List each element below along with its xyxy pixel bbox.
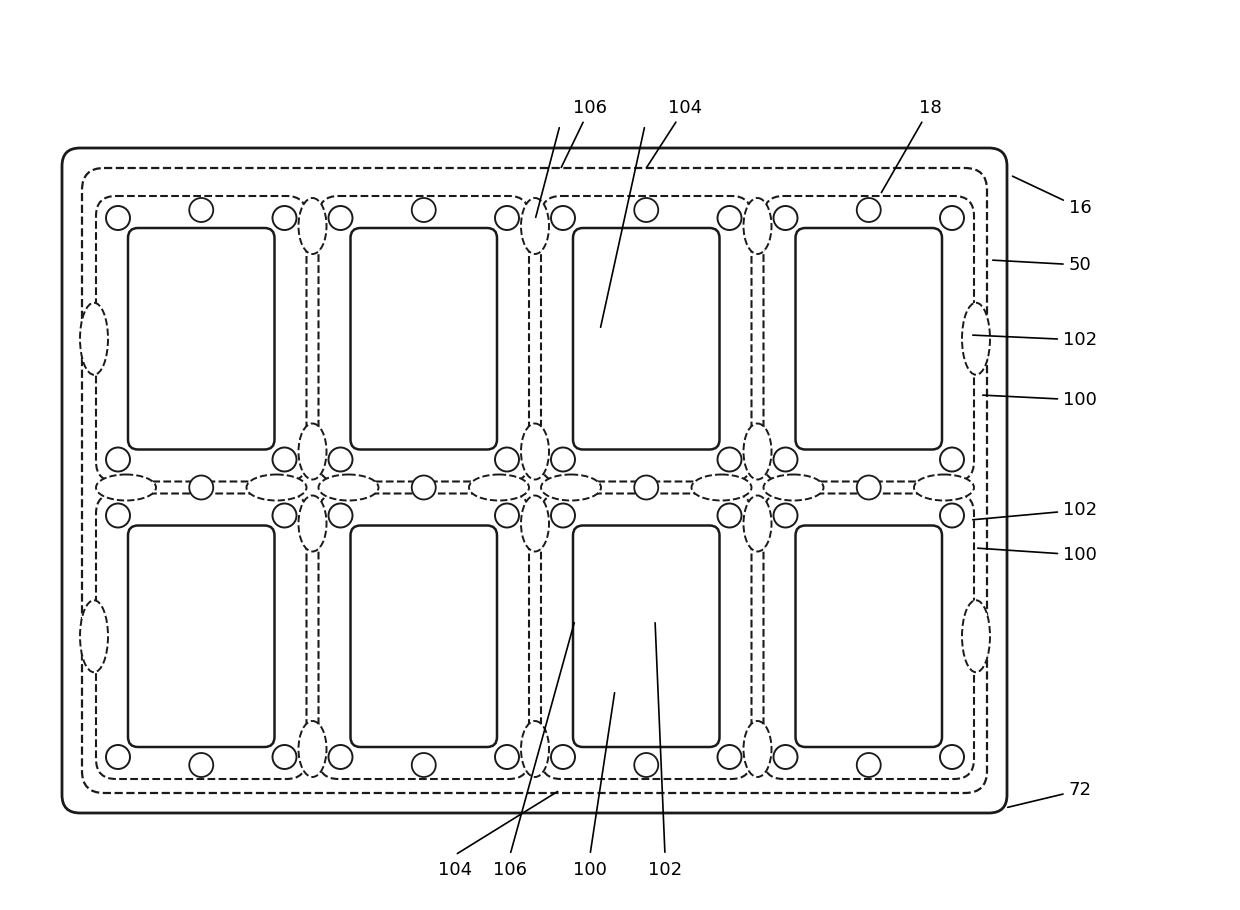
Circle shape — [857, 753, 880, 777]
Ellipse shape — [247, 474, 306, 501]
Circle shape — [273, 745, 296, 769]
Ellipse shape — [521, 721, 549, 777]
Circle shape — [273, 503, 296, 528]
Circle shape — [412, 476, 435, 500]
Ellipse shape — [81, 303, 108, 375]
Ellipse shape — [469, 474, 529, 501]
Ellipse shape — [692, 474, 751, 501]
FancyBboxPatch shape — [62, 148, 1007, 813]
Ellipse shape — [744, 423, 771, 480]
Circle shape — [718, 448, 742, 471]
Circle shape — [273, 206, 296, 230]
Circle shape — [774, 448, 797, 471]
Circle shape — [495, 745, 520, 769]
Circle shape — [105, 745, 130, 769]
Text: 100: 100 — [983, 391, 1097, 409]
Circle shape — [551, 206, 575, 230]
Circle shape — [190, 753, 213, 777]
Circle shape — [857, 476, 880, 500]
Ellipse shape — [299, 721, 326, 777]
Circle shape — [718, 745, 742, 769]
Text: 50: 50 — [993, 256, 1091, 274]
Circle shape — [412, 753, 435, 777]
Circle shape — [551, 745, 575, 769]
Circle shape — [551, 448, 575, 471]
Text: 102: 102 — [649, 861, 682, 879]
Circle shape — [634, 753, 658, 777]
Ellipse shape — [521, 423, 549, 480]
Circle shape — [634, 198, 658, 222]
Ellipse shape — [95, 474, 156, 501]
Circle shape — [329, 448, 352, 471]
Circle shape — [495, 503, 520, 528]
Ellipse shape — [962, 601, 990, 672]
Text: 104: 104 — [438, 861, 472, 879]
Circle shape — [940, 448, 963, 471]
Circle shape — [774, 745, 797, 769]
Ellipse shape — [914, 474, 973, 501]
Circle shape — [718, 206, 742, 230]
Circle shape — [940, 503, 963, 528]
Circle shape — [190, 476, 213, 500]
Ellipse shape — [319, 474, 378, 501]
Circle shape — [551, 503, 575, 528]
Circle shape — [857, 198, 880, 222]
Ellipse shape — [744, 496, 771, 551]
Text: 16: 16 — [1013, 177, 1091, 217]
Circle shape — [190, 198, 213, 222]
Ellipse shape — [81, 601, 108, 672]
Circle shape — [940, 745, 963, 769]
Circle shape — [105, 206, 130, 230]
Text: 102: 102 — [972, 331, 1097, 349]
Circle shape — [105, 448, 130, 471]
Circle shape — [718, 503, 742, 528]
Circle shape — [495, 448, 520, 471]
Circle shape — [273, 448, 296, 471]
Circle shape — [412, 198, 435, 222]
Ellipse shape — [541, 474, 601, 501]
Text: 106: 106 — [494, 861, 527, 879]
Circle shape — [940, 206, 963, 230]
Ellipse shape — [744, 721, 771, 777]
Circle shape — [329, 503, 352, 528]
Circle shape — [329, 745, 352, 769]
Text: 102: 102 — [972, 501, 1097, 520]
Ellipse shape — [962, 303, 990, 375]
Text: 100: 100 — [978, 546, 1097, 564]
Ellipse shape — [299, 496, 326, 551]
Circle shape — [329, 206, 352, 230]
Text: 100: 100 — [573, 861, 606, 879]
Circle shape — [774, 503, 797, 528]
Ellipse shape — [744, 198, 771, 254]
Text: 106: 106 — [562, 99, 608, 167]
Text: 18: 18 — [882, 99, 941, 193]
Ellipse shape — [299, 198, 326, 254]
Text: 72: 72 — [1008, 781, 1091, 807]
Circle shape — [634, 476, 658, 500]
Ellipse shape — [521, 496, 549, 551]
Ellipse shape — [299, 423, 326, 480]
Circle shape — [774, 206, 797, 230]
Circle shape — [495, 206, 520, 230]
Circle shape — [105, 503, 130, 528]
Ellipse shape — [764, 474, 823, 501]
Ellipse shape — [521, 198, 549, 254]
Text: 104: 104 — [646, 99, 702, 167]
